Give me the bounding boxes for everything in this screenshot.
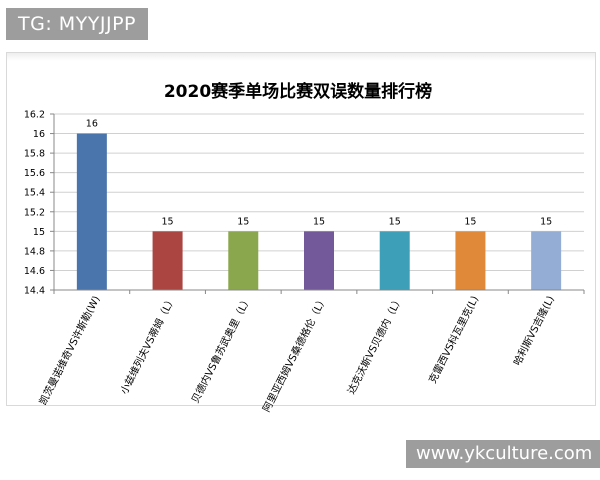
x-axis-ticks: 凯茨曼诺维奇VS许斯勒(W) 小兹维列夫VS蒂姆（L） 贝德内VS鲁苏武奥里（L）阿…	[36, 290, 585, 414]
y-tick-label: 14.8	[24, 246, 45, 257]
bar	[455, 231, 486, 290]
data-label: 15	[237, 216, 249, 227]
chart-title: 2020赛季单场比赛双误数量排行榜	[164, 81, 432, 102]
x-tick-label: 阿里亚西姆VS桑德格伦（L）	[260, 293, 330, 414]
data-label: 15	[540, 216, 552, 227]
data-label: 15	[389, 216, 401, 227]
y-tick-label: 15	[33, 227, 45, 238]
y-tick-label: 15.4	[24, 188, 45, 199]
x-tick-label: 贝德内VS鲁苏武奥里（L）	[188, 293, 254, 405]
y-tick-label: 16.2	[24, 110, 45, 121]
y-tick-label: 15.8	[24, 149, 45, 160]
watermark-bottom: www.ykculture.com	[406, 440, 600, 468]
data-label: 15	[464, 216, 476, 227]
data-labels: 16 15 15 15 15 15 15	[86, 119, 552, 228]
data-label: 15	[313, 216, 325, 227]
x-tick-label: 克雷西VS科瓦里克(L)	[426, 293, 481, 385]
x-tick-label: 达克沃斯VS贝德内（L）	[344, 293, 405, 396]
bar	[228, 231, 259, 290]
x-tick-label: 凯茨曼诺维奇VS许斯勒(W)	[36, 293, 103, 407]
x-tick-label: 小兹维列夫VS蒂姆（L）	[117, 293, 178, 396]
bars	[76, 133, 562, 290]
bar	[152, 231, 183, 290]
bar	[76, 133, 107, 290]
y-tick-label: 16	[33, 129, 45, 140]
x-tick-label: 哈利斯VS吉隆(L)	[510, 293, 556, 367]
data-label: 15	[162, 216, 174, 227]
bar	[531, 231, 562, 290]
watermark-top: TG: MYYJJPP	[6, 8, 148, 40]
y-axis-ticks: 14.4 14.6 14.8 15 15.2 15.4 15.6 15.8 16 16.2	[24, 110, 54, 297]
y-tick-label: 15.2	[24, 207, 45, 218]
bar	[379, 231, 410, 290]
bar	[304, 231, 334, 290]
data-label: 16	[86, 119, 98, 130]
y-tick-label: 14.6	[24, 266, 45, 277]
y-tick-label: 15.6	[24, 168, 45, 179]
y-tick-label: 14.4	[24, 286, 45, 297]
